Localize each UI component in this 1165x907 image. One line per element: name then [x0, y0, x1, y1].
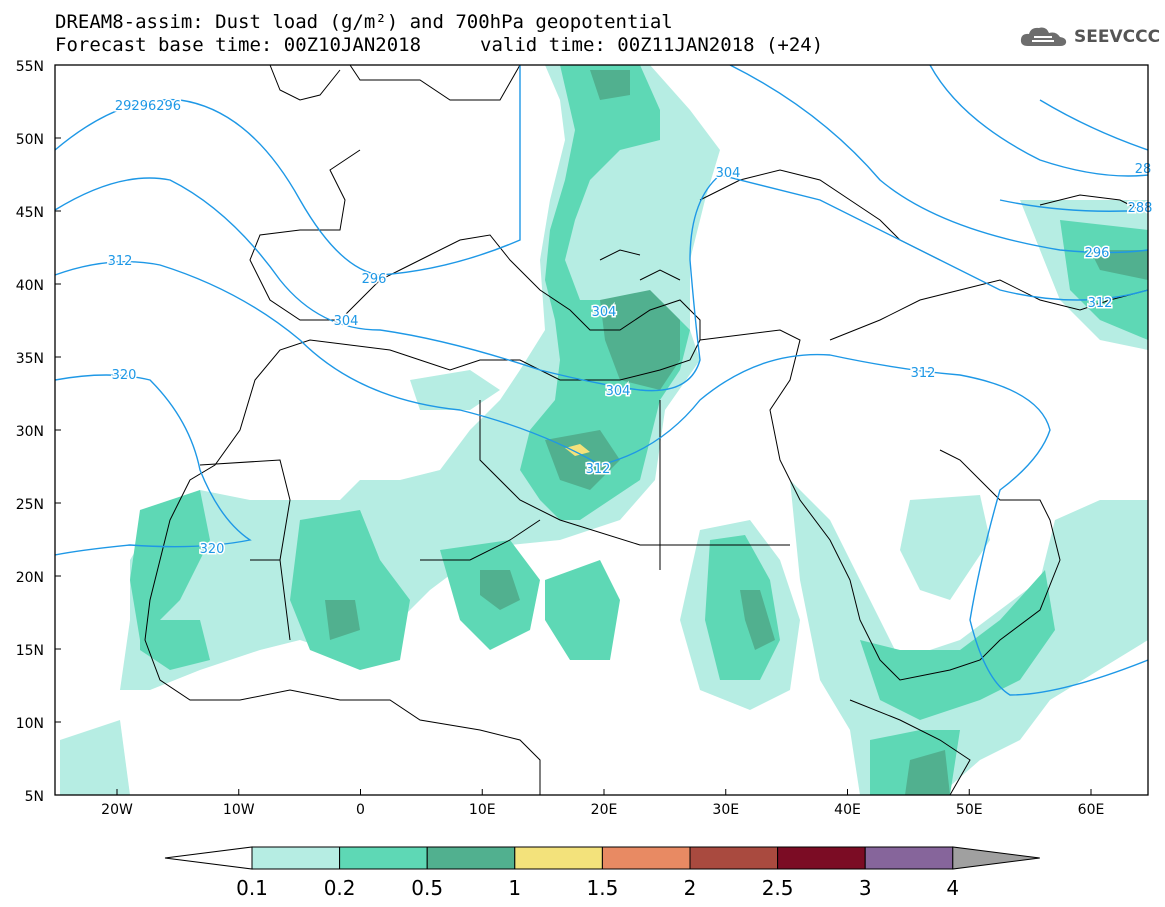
colorbar: 0.1 0.2 0.5 1 1.5 2 2.5 3 4: [164, 846, 1040, 900]
contour-label: 304: [606, 384, 631, 399]
contour-label: 312: [586, 462, 611, 477]
lat-tick-label: 50N: [16, 132, 44, 148]
contour-label: 320: [112, 368, 137, 383]
contour-label: 312: [911, 366, 936, 381]
lat-tick-label: 55N: [16, 59, 44, 75]
contour-label: 312: [1088, 296, 1113, 311]
lon-tick-label: 20W: [101, 802, 133, 818]
lat-tick-label: 5N: [25, 789, 44, 805]
lat-tick-label: 35N: [16, 351, 44, 367]
contour-label: 296: [1085, 246, 1110, 261]
lon-tick-label: 20E: [591, 802, 618, 818]
lon-tick-label: 10E: [469, 802, 496, 818]
contour-label: 320: [200, 542, 225, 557]
cloud-logo-icon: [1020, 27, 1067, 46]
colorbar-segment: [514, 846, 603, 870]
colorbar-tick-label: 1: [508, 876, 521, 900]
lat-tick-label: 45N: [16, 205, 44, 221]
colorbar-under-triangle: [164, 846, 253, 870]
contour-label: 304: [334, 314, 359, 329]
lat-tick-label: 25N: [16, 497, 44, 513]
colorbar-segment: [777, 846, 866, 870]
contour-labels: 29296296 304 28 288 296 312 296 304 312 304 320 304…: [106, 98, 1154, 559]
lon-tick-label: 30E: [712, 802, 739, 818]
colorbar-tick-label: 0.1: [236, 876, 268, 900]
map-title: DREAM8-assim: Dust load (g/m²) and 700hP…: [55, 11, 673, 33]
lat-tick-label: 20N: [16, 570, 44, 586]
logo-text: SEEVCCC: [1074, 27, 1161, 47]
colorbar-segment: [689, 846, 779, 870]
longitude-axis: 20W 10W 0 10E 20E 30E 40E 50E 60E: [101, 789, 1104, 818]
lon-tick-label: 40E: [834, 802, 861, 818]
coastlines: [144, 65, 1148, 795]
dust-load-field: [60, 65, 1148, 795]
forecast-base-time: Forecast base time: 00Z10JAN2018: [55, 34, 422, 56]
colorbar-segment: [864, 846, 954, 870]
contour-label: 304: [592, 305, 617, 320]
latitude-axis: 55N 50N 45N 40N 35N 30N 25N 20N 15N 10N 5N: [16, 59, 61, 805]
contour-label: 28: [1135, 162, 1152, 177]
colorbar-tick-label: 0.5: [411, 876, 443, 900]
geopotential-contours: [55, 65, 1148, 696]
lon-tick-label: 50E: [956, 802, 983, 818]
contour-label: 304: [716, 166, 741, 181]
lon-tick-label: 10W: [223, 802, 255, 818]
colorbar-tick-label: 0.2: [324, 876, 356, 900]
contour-label: 312: [108, 254, 133, 269]
contour-label: 29296296: [115, 99, 181, 114]
valid-time: valid time: 00Z11JAN2018 (+24): [480, 34, 824, 56]
colorbar-segment: [426, 846, 516, 870]
lon-tick-label: 0: [356, 802, 365, 818]
contour-label: 296: [362, 272, 387, 287]
colorbar-segment: [251, 846, 341, 870]
lat-tick-label: 15N: [16, 643, 44, 659]
colorbar-tick-label: 2: [684, 876, 697, 900]
colorbar-tick-label: 2.5: [762, 876, 794, 900]
colorbar-tick-label: 1.5: [586, 876, 618, 900]
lat-tick-label: 30N: [16, 424, 44, 440]
colorbar-over-triangle: [952, 846, 1040, 870]
colorbar-tick-label: 4: [946, 876, 959, 900]
lon-tick-label: 60E: [1078, 802, 1105, 818]
lat-tick-label: 10N: [16, 716, 44, 732]
seevccc-logo: SEEVCCC: [1018, 24, 1160, 50]
colorbar-segment: [339, 846, 428, 870]
contour-label: 288: [1128, 201, 1153, 216]
colorbar-segment: [601, 846, 691, 870]
colorbar-tick-label: 3: [859, 876, 872, 900]
lat-tick-label: 40N: [16, 278, 44, 294]
